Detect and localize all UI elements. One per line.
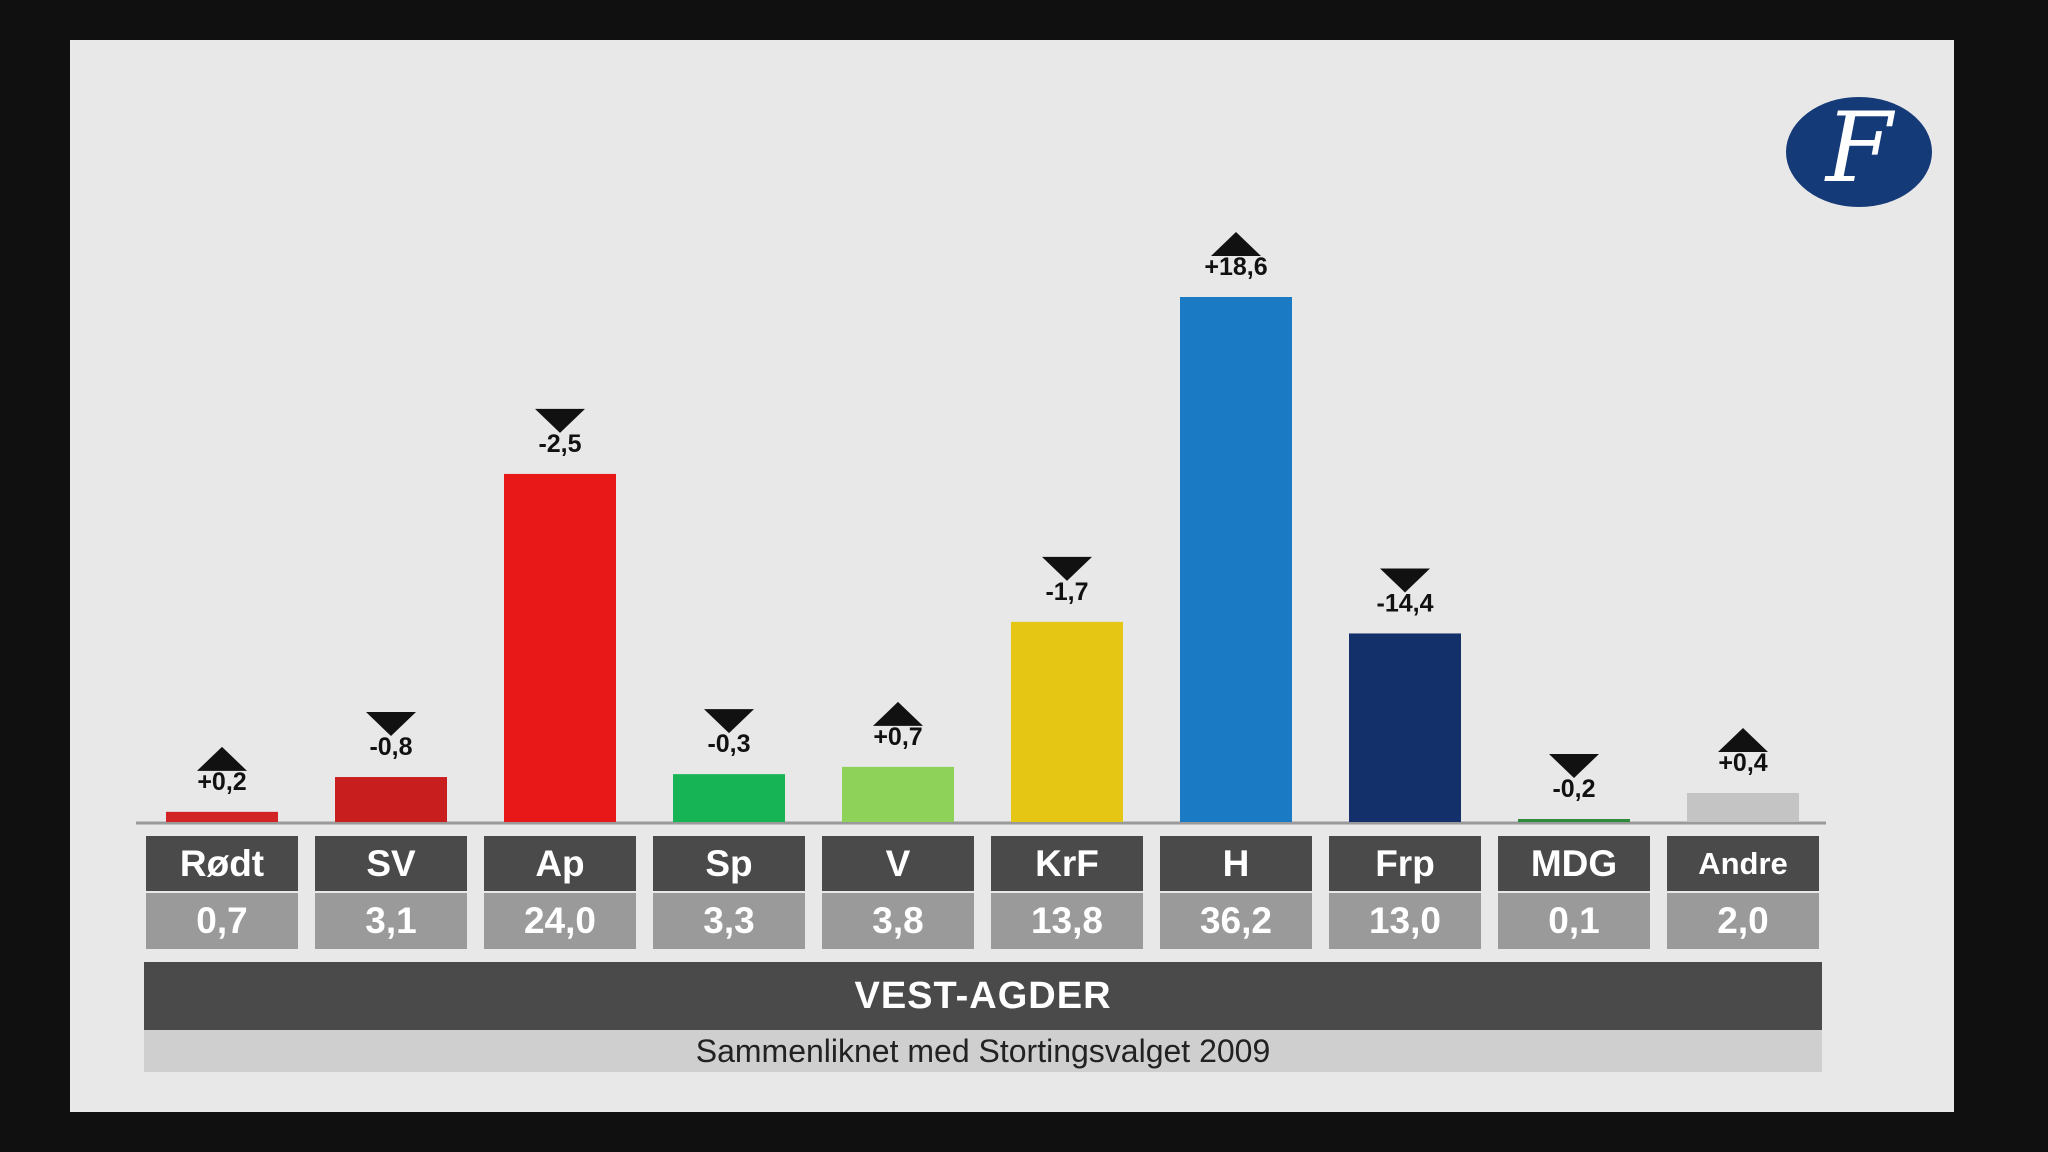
up-arrow-icon [873,701,923,726]
party-name: Andre [1667,836,1819,891]
newspaper-logo: F [1786,97,1932,207]
party-share: 0,7 [146,893,298,949]
change-label: +0,2 [197,768,246,796]
party-share: 13,0 [1329,893,1481,949]
region-title: VEST-AGDER [144,962,1822,1030]
bar-mdg [1518,819,1630,822]
logo-glyph: F [1825,92,1893,204]
bar-sp [673,774,785,822]
party-share: 36,2 [1160,893,1312,949]
bar-krf [1011,621,1123,822]
bar-r-dt [166,811,278,822]
bar-h [1180,297,1292,822]
change-label: -1,7 [1045,578,1088,606]
bar-andre [1687,792,1799,822]
change-label: +0,7 [873,723,922,751]
party-name: SV [315,836,467,891]
change-label: -0,3 [707,730,750,758]
change-label: -2,5 [538,430,581,458]
party-name: Rødt [146,836,298,891]
party-name: Frp [1329,836,1481,891]
party-name: Sp [653,836,805,891]
party-name: MDG [1498,836,1650,891]
party-name: KrF [991,836,1143,891]
bar-frp [1349,633,1461,822]
down-arrow-icon [704,709,754,734]
change-label: -14,4 [1377,589,1434,617]
bar-sv [335,777,447,822]
party-share: 13,8 [991,893,1143,949]
party-share: 3,8 [822,893,974,949]
comparison-subtitle: Sammenliknet med Stortingsvalget 2009 [144,1030,1822,1072]
down-arrow-icon [1549,754,1599,778]
change-label: +18,6 [1204,253,1267,281]
party-share: 3,3 [653,893,805,949]
party-share: 2,0 [1667,893,1819,949]
party-name: H [1160,836,1312,891]
up-arrow-icon [1718,727,1768,752]
party-share: 3,1 [315,893,467,949]
party-name: V [822,836,974,891]
change-label: -0,8 [369,733,412,761]
down-arrow-icon [535,408,585,433]
bar-ap [504,473,616,822]
change-label: +0,4 [1718,749,1767,777]
up-arrow-icon [1211,232,1261,256]
bar-v [842,766,954,822]
up-arrow-icon [197,746,247,771]
party-name: Ap [484,836,636,891]
down-arrow-icon [366,712,416,737]
down-arrow-icon [1380,568,1430,593]
change-label: -0,2 [1552,775,1595,803]
down-arrow-icon [1042,556,1092,581]
party-share: 0,1 [1498,893,1650,949]
party-share: 24,0 [484,893,636,949]
